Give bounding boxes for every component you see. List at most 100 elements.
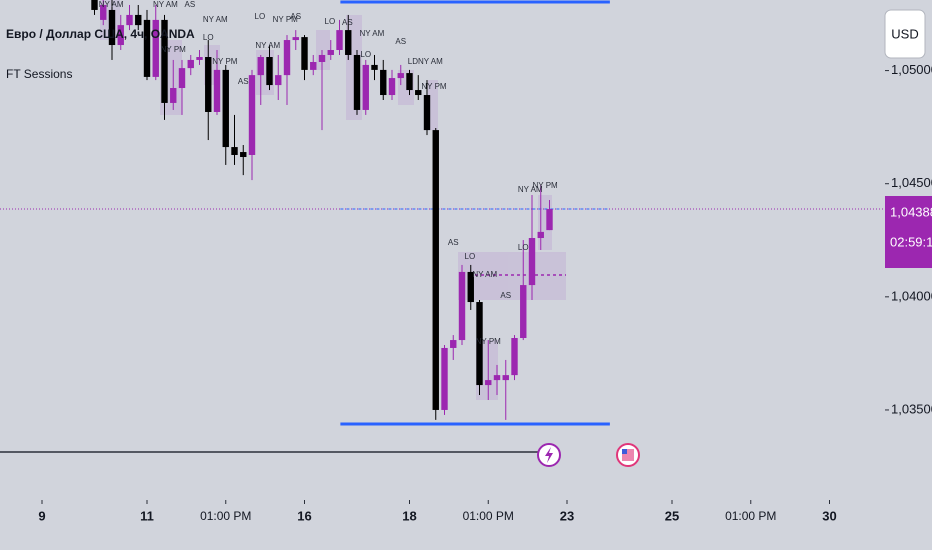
candle-body <box>161 19 168 103</box>
candle-body <box>187 59 194 69</box>
session-label: AS <box>290 12 301 21</box>
session-label: NY AM <box>472 270 497 279</box>
candle-body <box>537 231 544 239</box>
x-tick-label: 01:00 PM <box>200 509 251 523</box>
session-label: AS <box>500 291 511 300</box>
candle-body <box>301 37 308 70</box>
candle-body <box>380 69 387 96</box>
y-tick-label: 1,04000 <box>891 288 932 303</box>
countdown-label: 02:59:13 <box>890 234 932 249</box>
x-tick-label: 30 <box>822 508 836 523</box>
x-tick-label: 23 <box>560 508 574 523</box>
candle-body <box>511 338 518 376</box>
session-label: LO <box>203 33 214 42</box>
candle-body <box>546 209 553 231</box>
session-label: NY PM <box>476 337 502 346</box>
candle-body <box>362 64 369 110</box>
candle-body <box>100 4 107 20</box>
x-tick-label: 01:00 PM <box>725 509 776 523</box>
y-tick-label: 1,05000 <box>891 62 932 77</box>
price-marker-box <box>885 196 932 268</box>
x-tick-label: 01:00 PM <box>463 509 514 523</box>
session-label: NY PM <box>533 181 559 190</box>
session-label: NY AM <box>203 15 228 24</box>
currency-label[interactable]: USD <box>891 26 918 41</box>
candle-body <box>467 271 474 303</box>
candle-body <box>423 95 431 131</box>
x-tick-label: 18 <box>402 508 416 523</box>
candle-body <box>275 75 282 86</box>
session-label: LO <box>325 17 336 26</box>
session-box <box>458 252 566 300</box>
candle-body <box>91 0 98 10</box>
candle-body <box>240 152 247 158</box>
y-tick-label: 1,04500 <box>891 175 932 190</box>
candle-body <box>415 90 422 96</box>
candle-body <box>458 271 466 341</box>
session-label: AS <box>185 0 196 9</box>
session-label: LO <box>465 252 476 261</box>
candle-body <box>222 69 229 148</box>
y-tick-label: 1,03500 <box>891 401 932 416</box>
candle-body <box>108 9 116 46</box>
session-label: LO <box>518 243 529 252</box>
chart-title: Евро / Доллар США, 4ч, OANDA <box>6 27 195 41</box>
session-label: AS <box>395 37 406 46</box>
currency-button[interactable] <box>884 9 926 59</box>
news-icon[interactable] <box>616 443 640 467</box>
candle-body <box>397 73 404 79</box>
session-label: NY AM <box>360 29 385 38</box>
candle-body <box>502 375 509 381</box>
session-label: LO <box>255 12 266 21</box>
session-label: NY AM <box>99 0 124 9</box>
candle-body <box>231 147 238 155</box>
session-label: LDNY AM <box>408 57 443 66</box>
candle-body <box>476 302 483 386</box>
session-label: AS <box>238 77 249 86</box>
candle-body <box>266 57 273 86</box>
x-tick-label: 25 <box>665 508 679 523</box>
event-icon[interactable] <box>537 443 561 467</box>
candle-body <box>170 88 177 103</box>
candle-body <box>493 375 501 381</box>
session-boxes <box>100 0 566 400</box>
session-label: NY AM <box>518 185 543 194</box>
x-tick-label: 11 <box>140 508 154 523</box>
x-tick-label: 9 <box>38 508 45 523</box>
candle-body <box>327 50 334 55</box>
indicator-name: FT Sessions <box>6 67 72 81</box>
candle-body <box>135 14 142 26</box>
candle-body <box>248 75 256 155</box>
last-price-label: 1,04388 <box>890 204 932 219</box>
candle-body <box>196 57 203 60</box>
candle-body <box>353 54 361 110</box>
price-marker: 1,04388 02:59:13 <box>885 196 932 268</box>
candle-body <box>450 340 457 348</box>
candle-body <box>371 64 378 70</box>
session-label: NY PM <box>273 15 299 24</box>
candle-body <box>292 37 299 41</box>
candle-body <box>432 130 439 410</box>
candle-body <box>117 25 124 46</box>
candle-body <box>178 68 186 89</box>
x-tick-label: 16 <box>297 508 311 523</box>
candle-body <box>318 54 326 62</box>
session-label: NY PM <box>212 57 238 66</box>
candle-body <box>528 238 536 286</box>
candle-body <box>345 30 352 55</box>
session-label: AS <box>342 18 353 27</box>
session-label: AS <box>448 238 459 247</box>
candle-body <box>143 19 151 77</box>
session-label: NY AM <box>153 0 178 9</box>
session-label: NY PM <box>421 82 447 91</box>
session-box <box>428 80 438 130</box>
candle-body <box>257 57 264 76</box>
candle-body <box>283 40 291 76</box>
candle-body <box>152 19 159 77</box>
candle-body <box>485 380 492 386</box>
candle-body <box>336 30 343 50</box>
session-label: NY PM <box>161 45 187 54</box>
candle-body <box>126 14 133 26</box>
